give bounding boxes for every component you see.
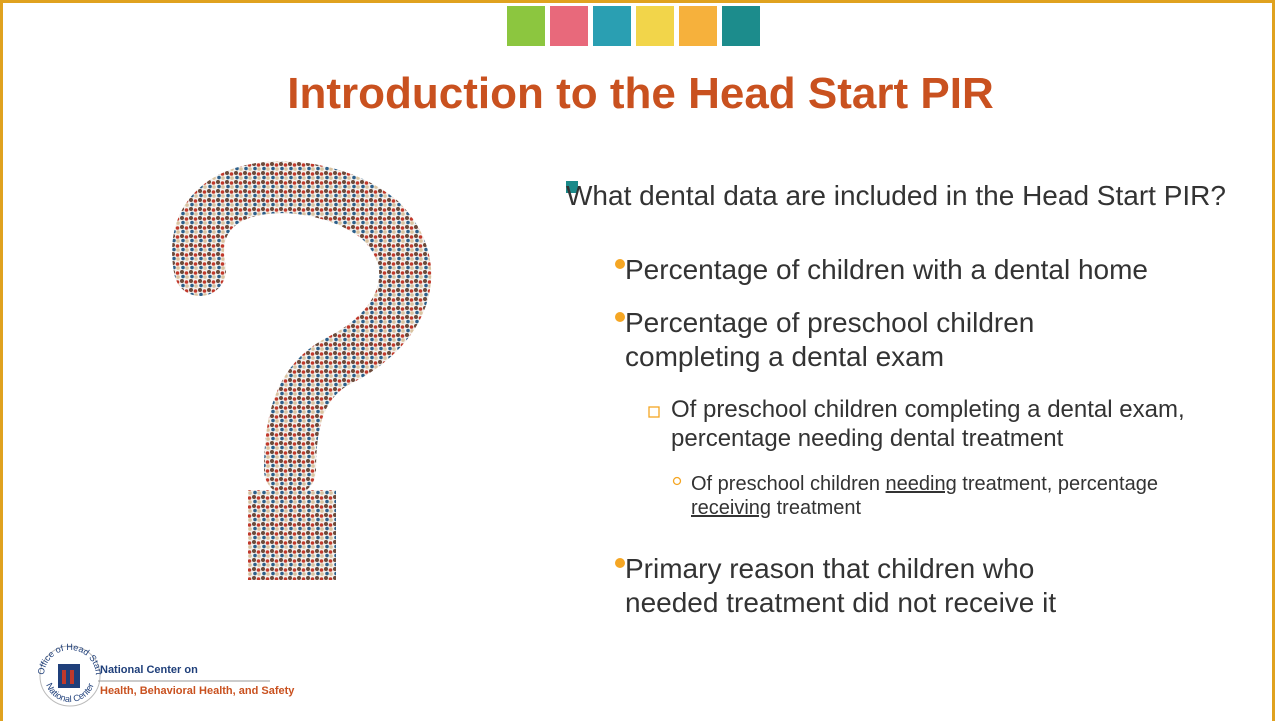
text-run: Of preschool children (691, 473, 886, 495)
dot-bullet (615, 259, 625, 269)
footer-line1: National Center on (100, 664, 198, 676)
bullet-l2: Percentage of preschool children complet… (625, 306, 1045, 373)
dot-bullet (615, 312, 625, 322)
footer-line2: Health, Behavioral Health, and Safety (100, 685, 295, 697)
bullet-l2: Percentage of children with a dental hom… (625, 253, 1275, 287)
header-icons (507, 6, 760, 46)
bullet-l3: Of preschool children completing a denta… (671, 396, 1251, 454)
bullet-l4: Of preschool children needing treatment,… (691, 472, 1231, 520)
text-run: treatment (771, 497, 861, 519)
underlined-run: needing (886, 473, 957, 495)
title: Introduction to the Head Start PIR (3, 69, 1275, 119)
dot-bullet (615, 558, 625, 568)
underlined-run: receiving (691, 497, 771, 519)
bullet-l2: Primary reason that children who needed … (625, 552, 1095, 619)
bullet-l1: What dental data are included in the Hea… (566, 179, 1275, 213)
box-bullet (649, 407, 659, 417)
ring-bullet (674, 478, 681, 485)
slide: Office of Head Start National Center Nat… (0, 0, 1275, 721)
text-run: treatment, percentage (957, 473, 1164, 495)
question-mark-crowd (198, 187, 405, 580)
